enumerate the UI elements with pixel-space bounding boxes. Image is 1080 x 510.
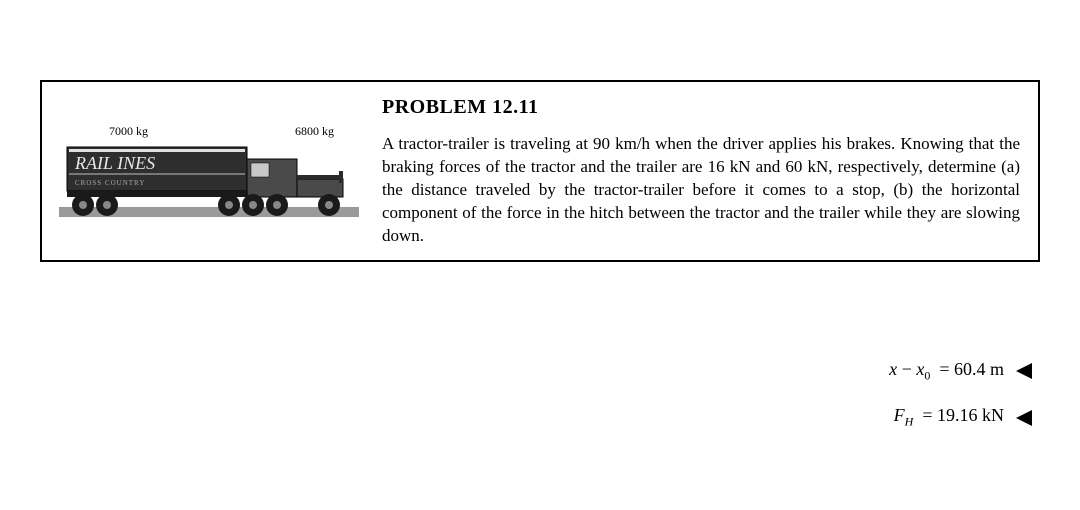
tractor-mass-label: 6800 kg: [295, 124, 334, 139]
answer-a-rhs: 60.4 m: [954, 359, 1004, 379]
answers-block: x − x0 = 60.4 m FH = 19.16 kN: [889, 337, 1032, 430]
answer-marker-icon: [1016, 410, 1032, 426]
trailer-subtext: CROSS COUNTRY: [75, 179, 145, 187]
diagram-column: 7000 kg 6800 kg RAIL INES CROSS COUNTRY: [54, 94, 364, 221]
answer-a-lhs: x − x0: [889, 359, 930, 379]
answer-a: x − x0 = 60.4 m: [889, 359, 1032, 384]
trailer-top-stripe: [69, 149, 245, 152]
answer-b-eq: FH = 19.16 kN: [894, 405, 1004, 430]
answer-a-eq: x − x0 = 60.4 m: [889, 359, 1004, 384]
tractor-hood-top: [297, 175, 343, 179]
tractor-hood: [297, 179, 343, 197]
answer-b-lhs: FH: [894, 405, 914, 425]
text-column: PROBLEM 12.11 A tractor-trailer is trave…: [382, 94, 1020, 248]
truck-svg: RAIL INES CROSS COUNTRY: [59, 141, 359, 221]
problem-heading: PROBLEM 12.11: [382, 94, 1020, 121]
problem-box: 7000 kg 6800 kg RAIL INES CROSS COUNTRY: [40, 80, 1040, 262]
tractor-window: [251, 163, 269, 177]
truck-illustration: RAIL INES CROSS COUNTRY: [54, 141, 364, 221]
trailer-mass-label: 7000 kg: [109, 124, 148, 139]
answer-b: FH = 19.16 kN: [889, 405, 1032, 430]
trailer-mid-stripe: [69, 173, 245, 175]
trailer-underframe: [67, 191, 247, 197]
answer-b-rhs: 19.16 kN: [937, 405, 1004, 425]
problem-text: A tractor-trailer is traveling at 90 km/…: [382, 133, 1020, 248]
mass-labels-row: 7000 kg 6800 kg: [54, 124, 364, 141]
trailer-text: RAIL INES: [74, 153, 155, 173]
page: 7000 kg 6800 kg RAIL INES CROSS COUNTRY: [0, 0, 1080, 510]
answer-marker-icon: [1016, 363, 1032, 379]
